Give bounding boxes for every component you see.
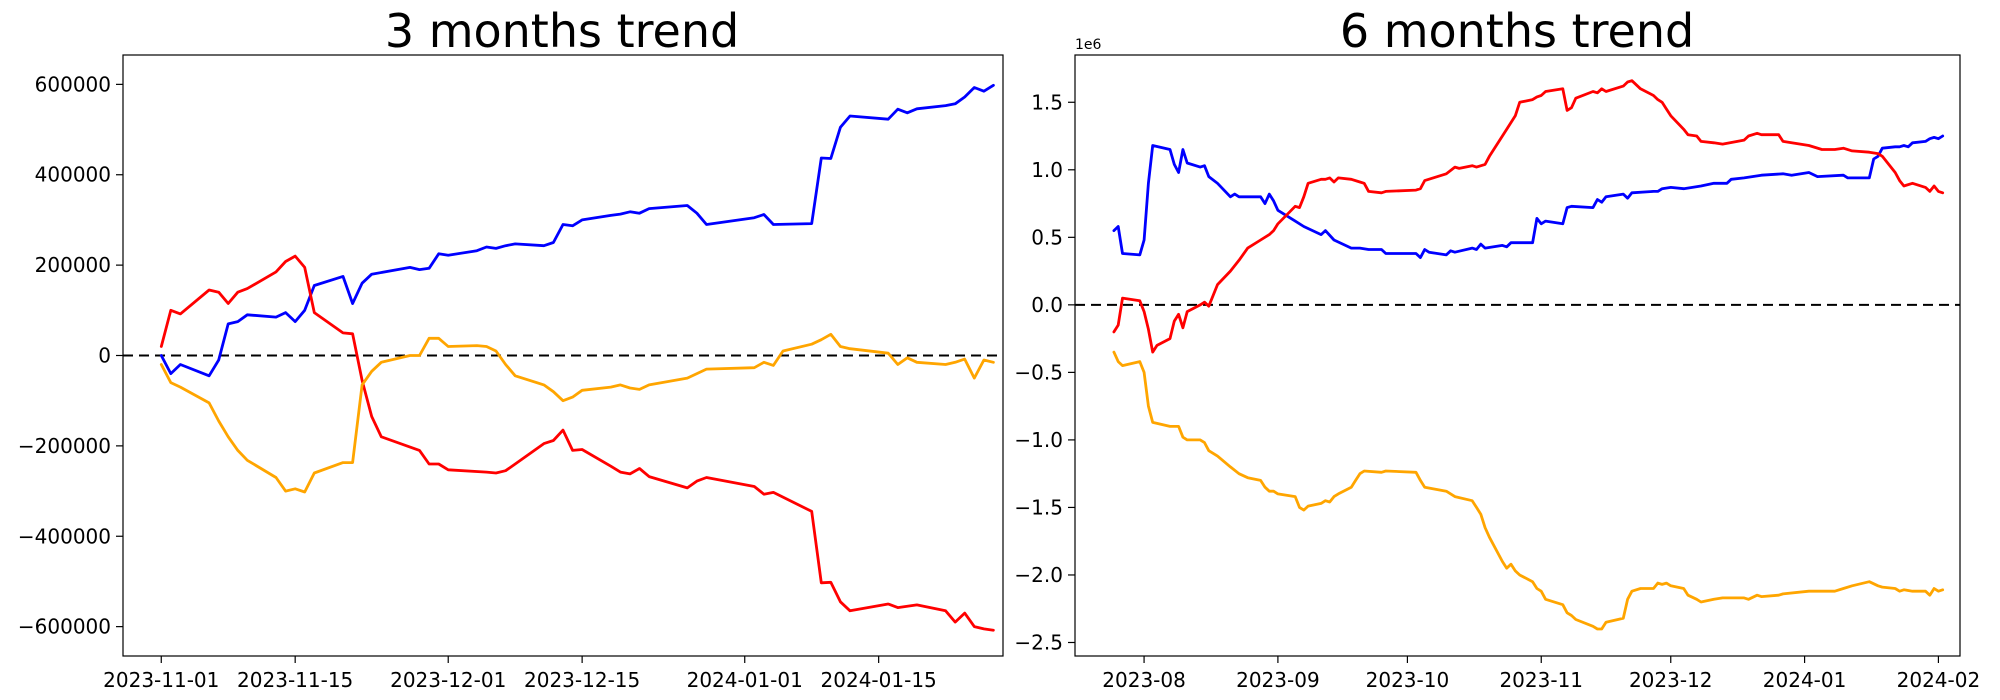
- y-tick-label: −400000: [18, 524, 111, 548]
- y-offset-label: 1e6: [1075, 37, 1102, 53]
- y-tick-label: −0.5: [1014, 360, 1063, 384]
- y-tick-label: 1.5: [1031, 90, 1063, 114]
- y-tick-label: −2.0: [1014, 563, 1063, 587]
- chart-title: 6 months trend: [1340, 4, 1694, 58]
- x-tick-label: 2023-08: [1102, 668, 1186, 692]
- x-tick-label: 2023-11-15: [237, 668, 353, 692]
- series-line-2: [159, 254, 995, 632]
- x-tick-label: 2024-01: [1763, 668, 1847, 692]
- y-tick-label: 400000: [35, 163, 111, 187]
- y-tick-label: 200000: [35, 253, 111, 277]
- x-tick-label: 2023-12-15: [524, 668, 640, 692]
- x-tick-label: 2024-02: [1897, 668, 1981, 692]
- y-tick-label: −1.0: [1014, 428, 1063, 452]
- y-tick-label: 0: [98, 344, 111, 368]
- y-tick-label: −200000: [18, 434, 111, 458]
- x-tick-label: 2023-09: [1236, 668, 1320, 692]
- y-tick-label: 600000: [35, 72, 111, 96]
- chart-title: 3 months trend: [385, 4, 739, 58]
- series-line-3: [1112, 350, 1945, 631]
- series-line-2: [1112, 79, 1945, 354]
- series-line-1: [1112, 134, 1945, 259]
- x-tick-label: 2024-01-15: [821, 668, 937, 692]
- series-line-1: [159, 83, 995, 378]
- x-tick-label: 2023-10: [1366, 668, 1450, 692]
- y-tick-label: −1.5: [1014, 495, 1063, 519]
- y-tick-label: −2.5: [1014, 630, 1063, 654]
- chart-panel-3-months: 3 months trend 2023-11-01 2023-11-15 2023-…: [18, 4, 1004, 692]
- y-tick-label: −600000: [18, 615, 111, 639]
- x-tick-label: 2023-12-01: [390, 668, 506, 692]
- axes-frame: [1074, 54, 1961, 657]
- x-tick-label: 2023-12: [1629, 668, 1713, 692]
- series-line-3: [159, 332, 995, 494]
- x-tick-label: 2023-11-01: [103, 668, 219, 692]
- x-tick-label: 2024-01-01: [687, 668, 803, 692]
- x-tick-label: 2023-11: [1499, 668, 1583, 692]
- y-tick-label: 0.0: [1031, 293, 1063, 317]
- chart-panel-6-months: 6 months trend 2023-08 2023-09 2023-10 2023…: [1014, 4, 1980, 692]
- y-tick-label: 0.5: [1031, 225, 1063, 249]
- y-tick-label: 1.0: [1031, 158, 1063, 182]
